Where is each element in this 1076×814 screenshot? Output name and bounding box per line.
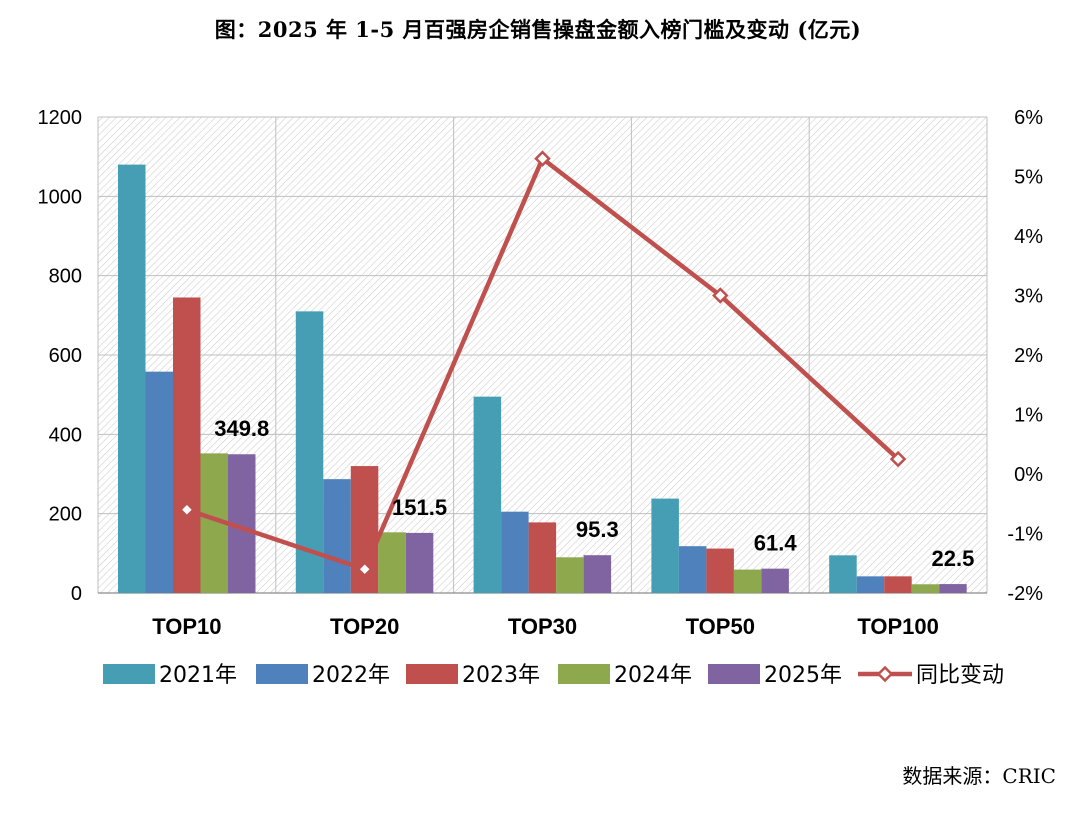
category-label-TOP50: TOP50 (686, 614, 755, 639)
y-tick-label: 800 (49, 266, 82, 288)
yoy-point-TOP50 (712, 287, 729, 304)
y-tick-label: 0 (71, 583, 82, 605)
y-tick-label: 1000 (38, 186, 83, 208)
category-label-TOP20: TOP20 (330, 614, 399, 639)
data-labels: 349.8 151.5 95.3 61.4 22.5 (214, 416, 974, 571)
bar-2025年-TOP50 (761, 568, 789, 593)
right-axis-ticks: -2% -1% 0% 1% 2% 3% 4% 5% 6% (1007, 107, 1043, 605)
bar-2025年-TOP30 (583, 555, 612, 593)
yoy-point-TOP100 (889, 450, 907, 468)
bar-2021年-TOP100 (829, 555, 857, 593)
bar-2023年-TOP100 (884, 576, 912, 593)
data-label-TOP10: 349.8 (214, 416, 269, 441)
gridlines (97, 116, 988, 594)
bar-2025年-TOP20 (405, 532, 434, 593)
left-axis-ticks: 0 200 400 600 800 1000 1200 (38, 107, 83, 605)
data-label-TOP30: 95.3 (576, 517, 619, 542)
y2-tick-label: 0% (1014, 464, 1043, 486)
bar-2024年-TOP100 (911, 584, 940, 593)
legend: 2021年 2022年 2023年 2024年 2025年 同比变动 (103, 663, 1004, 688)
legend-label-2023年: 2023年 (462, 663, 540, 688)
legend-label-2021年: 2021年 (159, 663, 237, 688)
y2-tick-label: 3% (1014, 286, 1043, 308)
y2-tick-label: 4% (1014, 226, 1043, 248)
legend-line-marker (876, 665, 894, 683)
data-label-TOP50: 61.4 (754, 531, 798, 556)
bar-2021年-TOP30 (473, 396, 502, 593)
legend-label-2025年: 2025年 (764, 663, 842, 688)
bar-2023年-TOP30 (528, 522, 557, 593)
legend-label-2024年: 2024年 (614, 663, 692, 688)
bar-2023年-TOP50 (706, 548, 734, 593)
yoy-point-TOP30 (534, 150, 551, 167)
y2-tick-label: -1% (1007, 524, 1043, 546)
yoy-point-TOP10 (178, 501, 196, 518)
bar-2024年-TOP30 (556, 557, 584, 593)
bar-2022年-TOP30 (501, 511, 529, 593)
bar-2022年-TOP50 (678, 546, 707, 593)
bar-2022年-TOP20 (323, 479, 351, 593)
category-label-TOP100: TOP100 (857, 614, 939, 639)
bars-group (118, 164, 967, 593)
data-label-TOP20: 151.5 (392, 495, 447, 520)
category-label-TOP10: TOP10 (152, 614, 221, 639)
category-labels: TOP10 TOP20 TOP30 TOP50 TOP100 (152, 614, 939, 639)
y2-tick-label: -2% (1007, 583, 1043, 605)
y-tick-label: 600 (49, 345, 82, 367)
bar-2021年-TOP50 (651, 498, 679, 593)
bar-2024年-TOP20 (378, 532, 406, 593)
legend-swatch-2025年 (708, 664, 760, 684)
line-series-group (178, 150, 907, 578)
bar-2021年-TOP10 (118, 164, 146, 593)
y2-tick-label: 5% (1014, 167, 1043, 189)
chart-title: 图：2025 年 1-5 月百强房企销售操盘金额入榜门槛及变动 (亿元) (214, 17, 862, 42)
bar-2022年-TOP100 (856, 576, 885, 593)
legend-swatch-2024年 (558, 664, 610, 684)
data-label-TOP100: 22.5 (932, 546, 975, 571)
y2-tick-label: 1% (1014, 405, 1043, 427)
legend-swatch-2021年 (103, 664, 155, 684)
legend-swatch-2023年 (406, 664, 458, 684)
bar-2025年-TOP100 (939, 584, 967, 593)
source-note: 数据来源：CRIC (902, 764, 1056, 788)
y-tick-label: 1200 (38, 107, 83, 129)
y-tick-label: 200 (49, 504, 82, 526)
yoy-point-TOP20 (356, 560, 373, 578)
bar-2023年-TOP10 (173, 297, 201, 593)
category-label-TOP30: TOP30 (508, 614, 577, 639)
legend-swatch-2022年 (256, 664, 308, 684)
y-tick-label: 400 (49, 424, 82, 446)
y2-tick-label: 2% (1014, 345, 1043, 367)
bar-2024年-TOP50 (733, 569, 762, 593)
legend-label-同比变动: 同比变动 (916, 663, 1004, 688)
y2-tick-label: 6% (1014, 107, 1043, 129)
legend-label-2022年: 2022年 (312, 663, 390, 688)
bar-2022年-TOP10 (145, 371, 173, 593)
